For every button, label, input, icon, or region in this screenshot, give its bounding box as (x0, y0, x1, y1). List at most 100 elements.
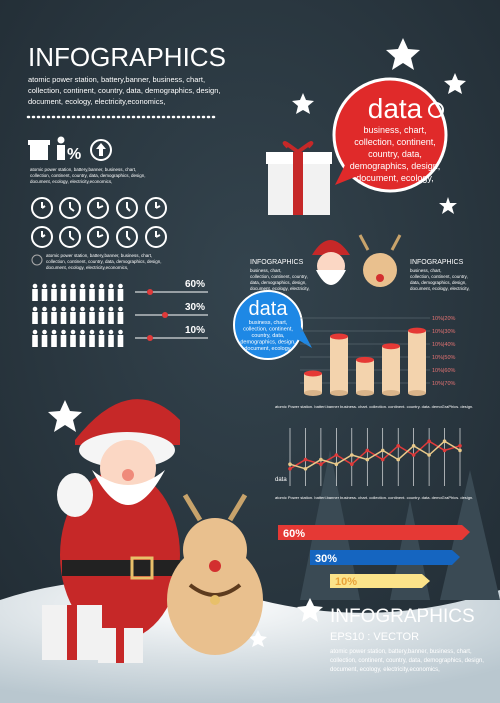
clock (145, 197, 167, 219)
blue-bubble: data (233, 290, 312, 360)
person-body (70, 312, 76, 324)
point (458, 448, 462, 453)
note-line: document, ecology, electricity,economics… (46, 265, 128, 270)
point (380, 448, 385, 453)
text-line: data, demographics, design, (410, 280, 467, 285)
person-head (32, 329, 38, 335)
clock-hands (155, 202, 161, 209)
note-line: atomic power station, battery,banner, bu… (30, 167, 136, 172)
reindeer-title: INFOGRAPHICS (410, 259, 464, 266)
clock-hands (126, 231, 131, 241)
clock (145, 226, 167, 248)
person-head (108, 329, 114, 335)
person-body (60, 312, 67, 324)
sliders: 60% 30% 10% (135, 279, 208, 341)
person-body (60, 335, 67, 347)
person-head (108, 283, 114, 289)
stars (48, 38, 466, 647)
text-line: document, ecology, electricity, (410, 286, 470, 291)
person-head (61, 329, 66, 335)
bar (330, 336, 348, 393)
person-body (41, 335, 48, 347)
point (396, 444, 400, 448)
person-body (32, 289, 38, 301)
bar-top (304, 370, 322, 377)
person-head (51, 329, 57, 335)
bar (408, 330, 426, 393)
person-body (98, 335, 105, 347)
point (396, 457, 400, 462)
person-body (108, 312, 114, 324)
point (334, 462, 339, 467)
title: INFOGRAPHICS (28, 42, 226, 72)
person-body (70, 289, 76, 301)
axis-label: 10%|30% (432, 329, 456, 335)
bar-base (356, 390, 374, 396)
clock-hands (69, 231, 75, 241)
point (458, 444, 462, 448)
person-head (51, 283, 57, 289)
person-body (32, 335, 38, 347)
clock (59, 226, 81, 248)
person-body (117, 289, 124, 301)
person-body (70, 335, 76, 347)
santa-head (312, 240, 350, 285)
note-line: document, ecology, electricity,economics… (30, 179, 112, 184)
point (288, 462, 292, 467)
person-body (79, 312, 86, 324)
bar (304, 373, 322, 393)
santa-title: INFOGRAPHICS (250, 259, 304, 266)
bar-base (382, 390, 400, 396)
ribbons: 60% 30% 10% (278, 525, 470, 588)
text-line: country, data, (368, 149, 422, 159)
text-line: demographics, design, (350, 161, 441, 171)
text-line: document, ecology, (244, 346, 292, 352)
bar-top (356, 356, 374, 363)
subtitle-line: collection, continent, country, data, de… (28, 86, 220, 95)
santa (57, 399, 180, 640)
person-body (98, 312, 105, 324)
gifts (42, 605, 143, 663)
axis-label: 10%|20% (432, 316, 456, 322)
bar-base (408, 390, 426, 396)
person-head (42, 306, 47, 312)
person-head (42, 329, 47, 335)
person-head (61, 283, 66, 289)
person-head (118, 329, 123, 335)
caption: atomic Power station. batteri.banner bus… (275, 495, 473, 500)
reindeer-head (358, 234, 402, 287)
caption: atomic Power station. batteri.banner bus… (275, 404, 473, 409)
note-line: atomic power station, battery,banner, bu… (46, 253, 152, 258)
series-line (289, 440, 461, 470)
chart-label: data (275, 477, 287, 483)
text-line: data, demographics, design, (250, 280, 307, 285)
footer-subtitle: EPS10 : VECTOR (330, 631, 419, 643)
person-body (89, 312, 95, 324)
point (319, 457, 323, 462)
ribbon-label: 10% (335, 576, 357, 588)
point (350, 453, 354, 457)
person-body (51, 289, 57, 301)
axis-label: 10%|70% (432, 381, 456, 387)
point (411, 444, 416, 448)
point (334, 453, 339, 457)
point (365, 448, 370, 453)
person-head (70, 283, 76, 289)
point (350, 462, 354, 467)
bar-base (304, 390, 322, 396)
person-body (79, 289, 86, 301)
clock-hands (97, 202, 104, 209)
person-head (89, 283, 95, 289)
icon-note: atomic power station, battery,banner, bu… (30, 167, 145, 184)
point (319, 462, 323, 467)
person-head (32, 283, 38, 289)
clock-hands (41, 202, 46, 209)
axis-label: 10%|40% (432, 342, 456, 348)
point (442, 439, 447, 444)
bubble-title: data (249, 298, 289, 320)
clock (31, 197, 53, 219)
bar (356, 359, 374, 393)
gift-box (266, 141, 332, 215)
